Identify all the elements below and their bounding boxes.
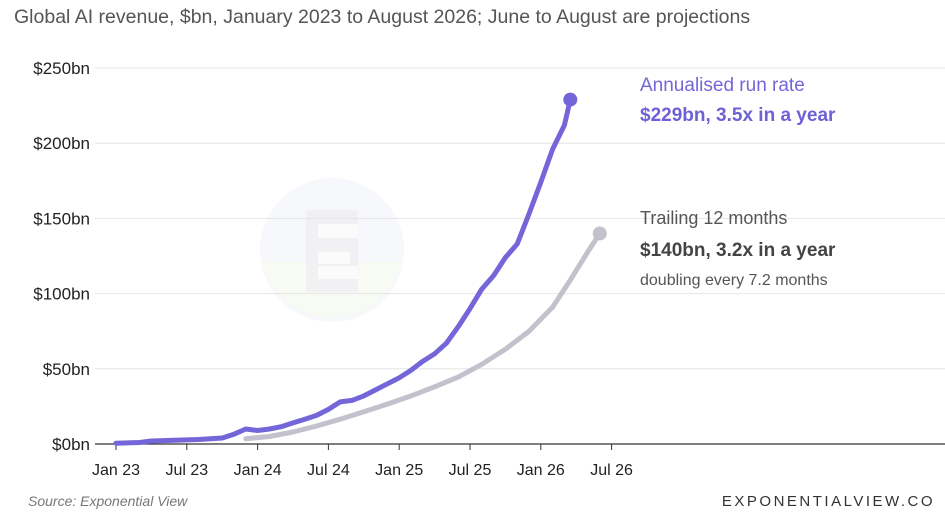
x-tick-label: Jan 23 <box>92 462 140 479</box>
y-tick-label: $100bn <box>33 285 90 304</box>
x-tick-label: Jan 26 <box>517 462 565 479</box>
trailing-label: Trailing 12 months <box>640 208 787 228</box>
brand-logo-text: EXPONENTIALVIEW.CO <box>721 493 935 510</box>
x-tick-label: Jul 24 <box>307 462 350 479</box>
y-axis: $0bn $50bn $100bn $150bn $200bn $250bn <box>33 59 945 454</box>
chart-title: Global AI revenue, $bn, January 2023 to … <box>14 6 751 28</box>
run-rate-label: Annualised run rate <box>640 75 805 96</box>
x-tick-label: Jan 25 <box>375 462 423 479</box>
source-note: Source: Exponential View <box>28 493 188 509</box>
series-line-run-rate <box>113 97 573 446</box>
x-axis: Jan 23 Jul 23 Jan 24 Jul 24 Jan 25 Jul 25 Jan … <box>92 444 633 479</box>
series-end-point-trailing <box>592 226 607 241</box>
series-layer <box>113 92 607 446</box>
x-tick-label: Jul 26 <box>590 462 633 479</box>
y-tick-label: $250bn <box>33 59 90 78</box>
grid-lines <box>95 67 945 370</box>
y-tick-label: $0bn <box>52 435 90 454</box>
y-tick-label: $200bn <box>33 134 90 153</box>
run-rate-value-label: $229bn, 3.5x in a year <box>640 105 836 126</box>
y-tick-label: $50bn <box>43 360 90 379</box>
x-tick-label: Jul 25 <box>449 462 492 479</box>
x-tick-label: Jan 24 <box>234 462 282 479</box>
watermark-logo <box>260 178 404 322</box>
series-end-point-run-rate <box>563 92 578 107</box>
x-tick-label: Jul 23 <box>165 462 208 479</box>
series-line-trailing <box>243 230 603 442</box>
trailing-value-label: $140bn, 3.2x in a year <box>640 240 836 261</box>
y-tick-label: $150bn <box>33 209 90 228</box>
doubling-note: doubling every 7.2 months <box>640 272 828 289</box>
annotations: Annualised run rate $229bn, 3.5x in a ye… <box>640 75 836 289</box>
